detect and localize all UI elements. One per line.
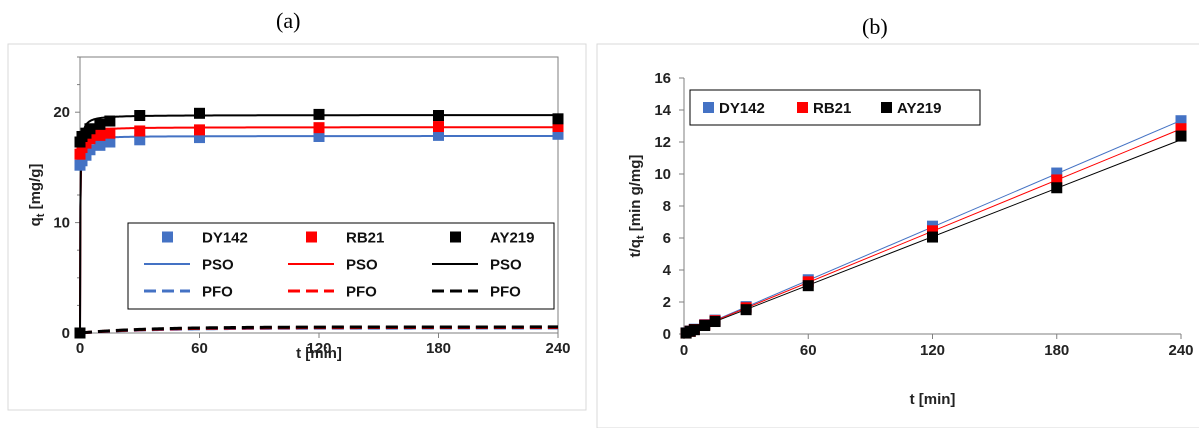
- y-tick-label: 0: [663, 326, 671, 343]
- data-point-rb21: [927, 225, 938, 237]
- data-point-dy142: [433, 129, 444, 141]
- data-point-ay219: [194, 107, 205, 119]
- data-point-ay219: [927, 231, 938, 243]
- panel-label-b: (b): [862, 14, 888, 39]
- x-tick-label: 60: [800, 342, 817, 359]
- legend-marker-dy142: [162, 231, 173, 243]
- data-point-ay219: [84, 123, 96, 135]
- legend-marker-rb21: [306, 231, 317, 243]
- data-point-ay219: [74, 136, 86, 148]
- data-point-rb21: [433, 121, 444, 133]
- y-axis-title: qt [mg/g]: [27, 164, 47, 227]
- x-tick-label: 60: [191, 340, 208, 357]
- y-tick-label: 2: [663, 294, 671, 311]
- y-tick-label: 10: [53, 215, 70, 232]
- data-point-ay219: [1175, 130, 1187, 142]
- data-point-ay219: [1051, 182, 1063, 194]
- data-point-rb21: [134, 125, 146, 137]
- chart-a-frame: [7, 43, 587, 411]
- data-point-dy142: [84, 144, 96, 156]
- chart-b-frame: [596, 43, 1199, 428]
- data-point-dy142: [313, 130, 325, 142]
- y-axis-title: t/qt [min g/mg]: [627, 155, 647, 258]
- data-point-ay219: [313, 108, 325, 120]
- data-point-ay219: [433, 110, 444, 122]
- legend-label: PFO: [346, 284, 377, 301]
- y-tick-label: 20: [53, 104, 70, 121]
- legend-label: PSO: [346, 257, 378, 274]
- x-tick-label: 0: [680, 342, 688, 359]
- x-tick-label: 120: [920, 342, 945, 359]
- data-point-rb21: [194, 124, 205, 136]
- legend-b-box: [689, 89, 981, 126]
- data-point-ay219: [134, 110, 146, 122]
- data-point-ay219: [699, 320, 711, 332]
- legend-marker-rb21: [797, 102, 808, 113]
- legend-marker-ay219: [881, 102, 892, 113]
- x-axis-title: t [min]: [910, 391, 956, 408]
- y-tick-label: 8: [663, 198, 671, 215]
- data-point-origin: [74, 327, 86, 339]
- panel-label-a: (a): [276, 8, 301, 33]
- data-point-ay219: [104, 115, 116, 127]
- y-tick-label: 10: [654, 166, 671, 183]
- x-tick-label: 240: [545, 340, 570, 357]
- legend-a-box: [127, 222, 555, 310]
- data-point-rb21: [74, 148, 86, 160]
- x-axis-title: t [min]: [296, 345, 342, 362]
- y-tick-label: 16: [654, 70, 671, 87]
- legend-label: PSO: [490, 257, 522, 274]
- data-point-dy142: [104, 136, 116, 148]
- x-tick-label: 0: [76, 340, 84, 357]
- data-point-rb21: [84, 133, 96, 145]
- data-point-dy142: [1175, 115, 1187, 127]
- data-point-rb21: [94, 129, 106, 141]
- y-tick-label: 6: [663, 230, 671, 247]
- data-point-dy142: [94, 139, 106, 151]
- data-point-rb21: [1175, 123, 1187, 135]
- y-tick-label: 12: [654, 134, 671, 151]
- y-tick-label: 14: [654, 102, 671, 119]
- x-tick-label: 180: [426, 340, 451, 357]
- legend-a: DY142 RB21 AY219 PSO PSO PSO PFO PFO PFO: [127, 222, 555, 310]
- data-point-rb21: [313, 122, 325, 134]
- data-point-ay219: [552, 113, 564, 125]
- x-tick-label: 240: [1168, 342, 1193, 359]
- data-point-dy142: [80, 149, 92, 161]
- data-point-dy142: [1051, 167, 1063, 179]
- legend-label: RB21: [346, 230, 384, 247]
- y-tick-label: 0: [62, 325, 70, 342]
- legend-label: RB21: [813, 100, 851, 117]
- legend-label: DY142: [719, 100, 765, 117]
- data-point-dy142: [76, 155, 88, 167]
- data-point-ay219: [688, 324, 700, 336]
- legend-marker-ay219: [450, 231, 461, 243]
- legend-label: DY142: [202, 230, 248, 247]
- data-point-rb21: [1051, 174, 1063, 186]
- legend-label: PSO: [202, 257, 234, 274]
- pso-curve: [79, 114, 558, 334]
- legend-label: PFO: [202, 284, 233, 301]
- legend-label: AY219: [490, 230, 535, 247]
- data-point-rb21: [104, 127, 116, 139]
- data-point-dy142: [194, 132, 205, 144]
- legend-label: AY219: [897, 100, 942, 117]
- data-point-dy142: [552, 128, 564, 140]
- data-point-ay219: [802, 280, 814, 292]
- y-tick-label: 4: [663, 262, 672, 279]
- x-tick-label: 120: [306, 340, 331, 357]
- legend-marker-dy142: [703, 102, 714, 113]
- data-point-ay219: [94, 118, 106, 130]
- data-point-rb21: [552, 121, 564, 133]
- data-point-ay219: [740, 304, 752, 316]
- data-point-dy142: [134, 134, 146, 146]
- x-tick-label: 180: [1044, 342, 1069, 359]
- pfo-curve: [79, 325, 558, 335]
- legend-label: PFO: [490, 284, 521, 301]
- legend-b: DY142 RB21 AY219: [689, 89, 981, 126]
- data-point-ay219: [709, 316, 721, 328]
